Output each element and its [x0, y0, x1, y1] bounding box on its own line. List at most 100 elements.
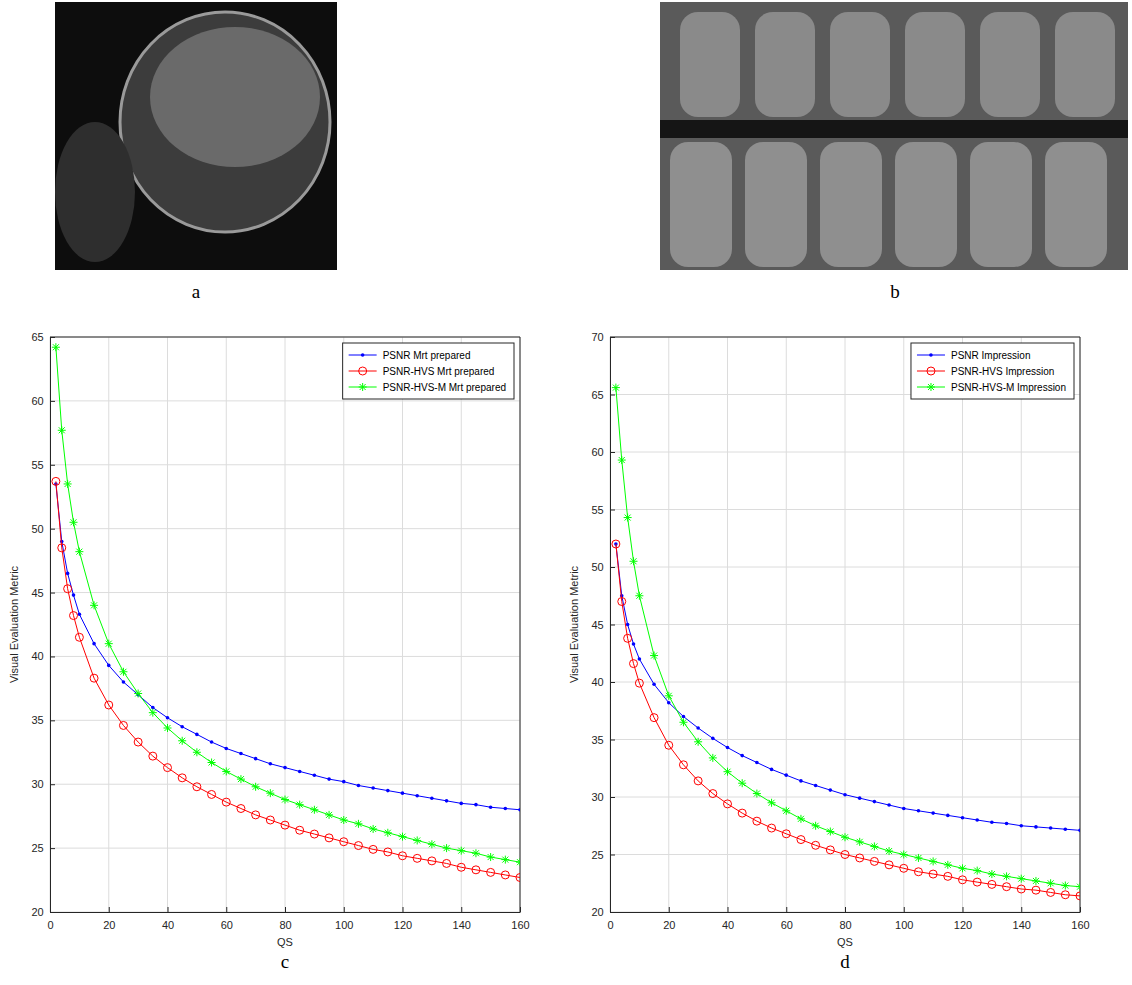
tick: 45 [591, 619, 615, 631]
data-point [457, 863, 465, 871]
data-point [612, 384, 620, 392]
face-shape [55, 122, 135, 262]
tooth-shape [745, 142, 807, 267]
tick: 40 [591, 676, 615, 688]
grid-line [343, 337, 344, 912]
data-point [988, 880, 996, 888]
data-point [178, 774, 186, 782]
tick-mark [50, 656, 55, 657]
tick-label: 160 [1071, 919, 1089, 931]
tooth-shape [980, 12, 1040, 117]
data-point [66, 572, 70, 576]
tick: 45 [31, 587, 55, 599]
tick: 60 [781, 907, 793, 931]
data-point [1049, 826, 1053, 830]
data-point [799, 779, 803, 783]
plot-area [52, 343, 520, 881]
data-point [784, 773, 788, 777]
tick: 55 [591, 504, 615, 516]
x-axis: 020406080100120140160 [607, 907, 1089, 931]
data-point [193, 748, 201, 756]
tooth-shape [1055, 12, 1115, 117]
grid-line [50, 528, 520, 529]
data-point [635, 592, 643, 600]
tick: 35 [591, 734, 615, 746]
data-point [1064, 827, 1068, 831]
tick-label: 0 [47, 919, 53, 931]
data-point [914, 854, 922, 862]
data-point [149, 709, 157, 717]
y-axis-title: Visual Evaluation Metric [8, 565, 20, 683]
data-point [501, 871, 509, 879]
tick-label: 40 [722, 919, 734, 931]
data-point [310, 806, 318, 814]
tick-mark [610, 740, 615, 741]
data-point [75, 548, 83, 556]
tick-label: 120 [954, 919, 972, 931]
legend-marker [359, 367, 367, 375]
axis-line [50, 338, 51, 913]
data-point [119, 668, 127, 676]
data-point [70, 612, 78, 620]
data-point [1076, 892, 1080, 900]
data-point [296, 826, 304, 834]
data-point [472, 849, 480, 857]
tick-label: 60 [591, 446, 603, 458]
data-point [944, 872, 952, 880]
tick-label: 55 [591, 504, 603, 516]
grid-line [402, 337, 403, 912]
tick-label: 25 [591, 849, 603, 861]
data-point [782, 830, 790, 838]
data-point [501, 856, 509, 864]
data-point [269, 762, 273, 766]
data-point [959, 876, 967, 884]
tick-label: 120 [394, 919, 412, 931]
legend-marker [361, 353, 365, 357]
data-point [58, 426, 66, 434]
data-point [252, 811, 260, 819]
tick: 50 [591, 561, 615, 573]
tick-mark [610, 912, 615, 913]
y-axis-title: Visual Evaluation Metric [568, 565, 580, 683]
data-point [632, 642, 636, 646]
tooth-shape [1045, 142, 1107, 267]
legend-marker [927, 367, 935, 375]
image-area [55, 2, 337, 270]
panel-label: a [192, 281, 201, 302]
data-point [988, 870, 996, 878]
data-point [459, 802, 463, 806]
data-point [858, 796, 862, 800]
grid-line [226, 337, 227, 912]
tick-label: 50 [31, 523, 43, 535]
data-point [70, 518, 78, 526]
data-point [327, 777, 331, 781]
tick: 140 [453, 907, 471, 931]
tooth-shape [670, 142, 732, 267]
tick-label: 45 [591, 619, 603, 631]
data-point [612, 540, 620, 548]
legend: PSNR ImpressionPSNR-HVS ImpressionPSNR-H… [911, 343, 1074, 399]
data-point [679, 718, 687, 726]
data-point [973, 878, 981, 886]
data-point [711, 737, 715, 741]
plot-area [612, 384, 1080, 900]
data-point [487, 853, 495, 861]
panel-label: d [840, 951, 850, 972]
data-point [443, 844, 451, 852]
data-point [630, 660, 638, 668]
tick: 20 [591, 906, 615, 918]
data-point [929, 870, 937, 878]
figure: ab02040608010012014016020253035404550556… [0, 0, 1132, 985]
data-point [726, 746, 730, 750]
data-point [178, 737, 186, 745]
tick-label: 60 [221, 919, 233, 931]
data-point [371, 786, 375, 790]
tick-label: 140 [1013, 919, 1031, 931]
legend-label: PSNR-HVS Mrt prepared [383, 366, 495, 377]
data-point [797, 815, 805, 823]
data-point [384, 848, 392, 856]
tick: 30 [591, 791, 615, 803]
data-point [342, 780, 346, 784]
tick-label: 30 [31, 778, 43, 790]
data-point [487, 868, 495, 876]
